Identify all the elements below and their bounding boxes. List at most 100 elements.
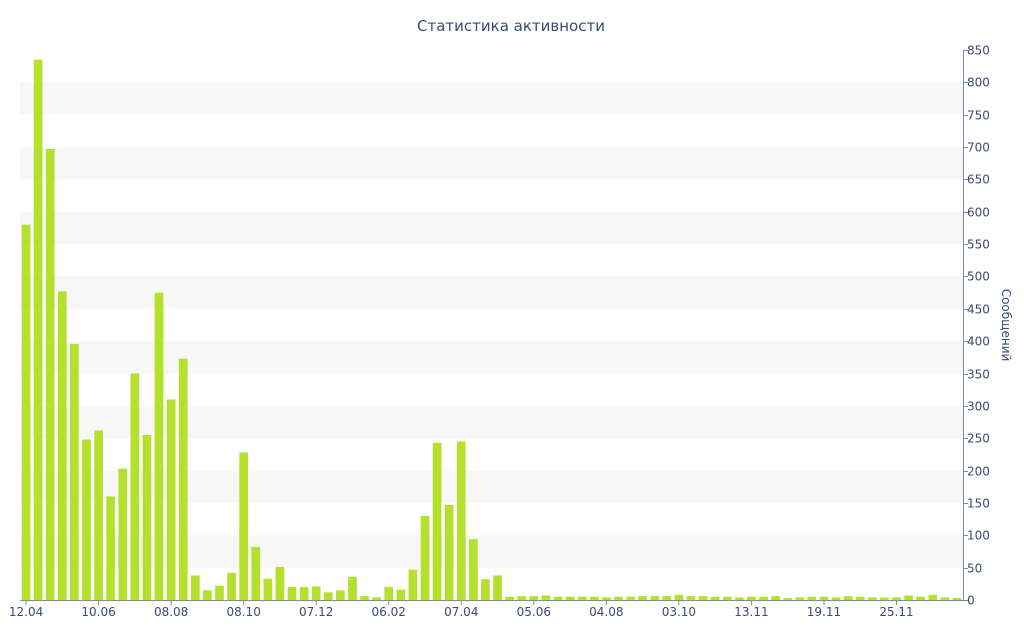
y-axis-label: Сообщений [999, 289, 1013, 362]
bar [553, 596, 563, 600]
bar [831, 597, 841, 600]
bar [33, 59, 43, 600]
bar [420, 515, 430, 600]
bar [275, 567, 285, 600]
x-tick-label: 10.06 [81, 605, 115, 619]
y-tick-label: 50 [967, 562, 982, 576]
chart-title: Статистика активности [417, 17, 605, 35]
bar [843, 596, 853, 600]
x-tick-label: 05.06 [517, 605, 551, 619]
y-tick-label: 850 [967, 44, 990, 58]
bar [734, 597, 744, 600]
x-axis-ticks: 12.04 10.06 08.08 08.10 07.12 06.02 07.04 05.06… [9, 600, 914, 619]
x-tick-label: 19.11 [807, 605, 841, 619]
grid-band [20, 82, 963, 115]
x-tick-label: 08.08 [154, 605, 188, 619]
grid-band [20, 341, 963, 374]
x-tick-label: 13.11 [734, 605, 768, 619]
bar [227, 572, 236, 600]
bar [408, 569, 418, 600]
bar [336, 590, 345, 600]
bar [602, 597, 611, 600]
bar [819, 596, 829, 600]
bar [589, 596, 599, 600]
bar [807, 596, 817, 600]
y-tick-label: 350 [967, 368, 990, 382]
bar [577, 596, 587, 600]
bar [565, 596, 575, 600]
bar [880, 597, 889, 600]
y-axis-ticks: 0 50 100 150 200 250 300 350 400 450 500 550 600 650 7… [963, 44, 990, 608]
bar [783, 598, 793, 600]
y-tick-label: 600 [967, 206, 990, 220]
x-tick-label: 03.10 [662, 605, 696, 619]
x-tick-label: 08.10 [226, 605, 260, 619]
bar [21, 224, 31, 600]
bar [916, 596, 926, 600]
bar [650, 596, 660, 600]
bar [662, 596, 672, 600]
x-tick-label: 07.12 [299, 605, 333, 619]
bar [529, 596, 539, 600]
bar [384, 587, 394, 600]
bar [614, 596, 623, 600]
grid-band [20, 276, 963, 309]
bar [251, 546, 261, 600]
y-tick-label: 750 [967, 109, 990, 123]
bar [493, 575, 502, 600]
bar [130, 373, 140, 600]
grid-band [20, 535, 963, 568]
bar [674, 594, 684, 600]
y-tick-label: 500 [967, 270, 990, 284]
bar [517, 596, 527, 600]
y-tick-label: 550 [967, 238, 990, 252]
bar [698, 596, 708, 600]
bar [178, 358, 188, 600]
bar [348, 576, 357, 600]
bar [456, 441, 466, 600]
y-tick-label: 0 [967, 594, 975, 608]
bar [70, 343, 79, 600]
bar [722, 596, 732, 600]
bar [759, 596, 768, 600]
bar [239, 452, 249, 600]
bar [203, 590, 212, 600]
bar [299, 587, 309, 600]
y-tick-label: 150 [967, 497, 990, 511]
x-tick-label: 25.11 [879, 605, 913, 619]
y-tick-label: 400 [967, 335, 990, 349]
bar [287, 587, 297, 600]
grid-bands [20, 82, 963, 568]
bar [771, 596, 780, 600]
x-tick-label: 04.08 [589, 605, 623, 619]
x-tick-label: 06.02 [372, 605, 406, 619]
bar [45, 149, 55, 600]
bar [940, 597, 950, 600]
y-tick-label: 100 [967, 529, 990, 543]
bar [710, 596, 720, 600]
y-tick-label: 700 [967, 141, 990, 155]
bar [154, 292, 164, 600]
x-tick-label: 07.04 [444, 605, 478, 619]
bar [952, 598, 962, 600]
bar [215, 585, 224, 600]
bar [57, 291, 67, 600]
bar [867, 597, 877, 600]
grid-band [20, 211, 963, 245]
bar [432, 442, 442, 600]
grid-band [20, 470, 963, 503]
bar [444, 504, 454, 600]
bar [626, 596, 635, 600]
bar [190, 575, 200, 600]
y-tick-label: 650 [967, 173, 990, 187]
bar [747, 596, 756, 600]
bar [263, 578, 273, 600]
grid-band [20, 147, 963, 180]
bar [928, 594, 938, 600]
bar [855, 596, 865, 600]
bar [311, 586, 321, 600]
bar [505, 596, 514, 600]
grid-band [20, 405, 963, 439]
bar [118, 468, 128, 600]
